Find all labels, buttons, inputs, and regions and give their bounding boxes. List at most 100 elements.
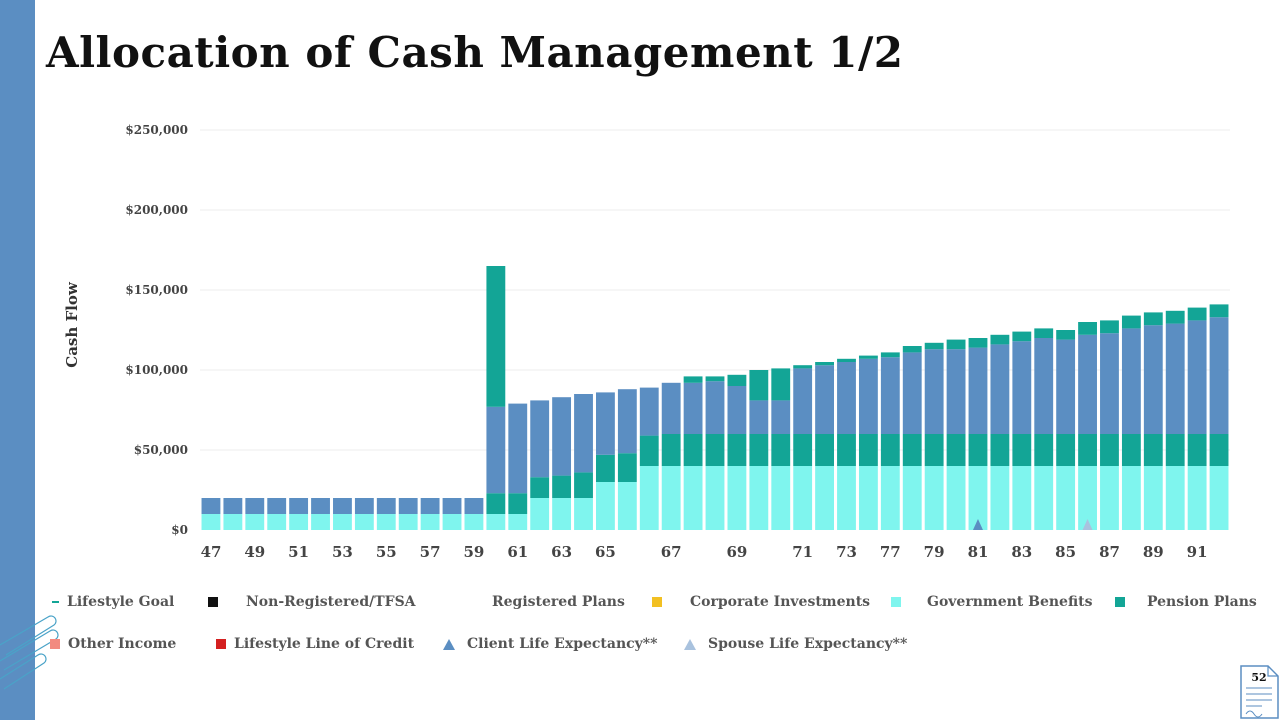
- bar-segment: [1012, 434, 1032, 466]
- x-tick-label: 71: [792, 543, 813, 561]
- bar-segment: [596, 392, 615, 455]
- bar-segment: [858, 434, 878, 466]
- bar-segment: [1034, 434, 1054, 466]
- bar-segment: [1056, 466, 1076, 530]
- square-icon: [216, 639, 226, 649]
- bar-segment: [486, 266, 506, 407]
- x-tick-label: 57: [420, 543, 441, 561]
- bar-segment: [1056, 434, 1076, 466]
- bar-segment: [749, 434, 769, 466]
- decorative-lines-icon: [0, 615, 59, 690]
- page-number: 52: [1251, 671, 1267, 684]
- bar-segment: [902, 352, 922, 434]
- bar-segment: [574, 472, 593, 498]
- legend-label: Client Life Expectancy**: [467, 636, 658, 652]
- x-tick-label: 67: [661, 543, 682, 561]
- bar-segment: [727, 386, 747, 434]
- bar-segment: [1012, 331, 1032, 342]
- bar-segment: [858, 355, 878, 359]
- bar-segment: [1121, 466, 1141, 530]
- bar-segment: [880, 466, 900, 530]
- bar-segment: [1121, 328, 1141, 434]
- legend-other-income: Other Income: [50, 636, 176, 652]
- bar-segment: [661, 434, 681, 466]
- legend-lifestyle-line-of-credit: Lifestyle Line of Credit: [216, 636, 414, 652]
- square-icon: [891, 597, 901, 607]
- x-tick-label: 49: [244, 543, 265, 561]
- legend-client-life-expectancy: Client Life Expectancy**: [443, 636, 657, 652]
- bar-segment: [552, 498, 572, 530]
- bar-segment: [574, 498, 593, 530]
- bar-segment: [661, 466, 681, 530]
- square-icon: [652, 597, 662, 607]
- x-tick-label: 69: [726, 543, 747, 561]
- bar-segment: [749, 466, 769, 530]
- bar-segment: [1012, 466, 1032, 530]
- square-icon: [1115, 597, 1125, 607]
- bar-segment: [530, 477, 550, 498]
- bar-segment: [333, 514, 352, 530]
- bar-segment: [946, 349, 966, 434]
- x-tick-label: 47: [201, 543, 222, 561]
- legend-label: Non-Registered/TFSA: [246, 594, 416, 610]
- bar-segment: [990, 344, 1010, 434]
- bar-segment: [1121, 434, 1141, 466]
- bar-segment: [617, 453, 637, 482]
- x-tick-label: 89: [1143, 543, 1164, 561]
- bar-segment: [1187, 434, 1207, 466]
- bar-segment: [771, 466, 791, 530]
- bar-segment: [705, 466, 725, 530]
- x-tick-label: 63: [551, 543, 572, 561]
- bar-segment: [486, 514, 506, 530]
- cash-flow-chart: $0 $50,000 $100,000 $150,000 $200,000 $250,00…: [63, 123, 1230, 561]
- bar-segment: [880, 434, 900, 466]
- y-tick-label: $50,000: [134, 443, 188, 457]
- bar-segment: [705, 376, 725, 382]
- x-tick-label: 77: [880, 543, 901, 561]
- bar-segment: [815, 466, 834, 530]
- bar-segment: [289, 498, 309, 514]
- bar-segment: [376, 498, 396, 514]
- bar-segment: [464, 514, 484, 530]
- bar-segment: [552, 475, 572, 498]
- bar-segment: [771, 434, 791, 466]
- bar-segment: [990, 434, 1010, 466]
- bar-segment: [354, 514, 374, 530]
- x-tick-label: 83: [1011, 543, 1032, 561]
- bar-segment: [201, 514, 221, 530]
- bar-segment: [464, 498, 484, 514]
- x-tick-label: 55: [376, 543, 397, 561]
- bar-segment: [793, 466, 813, 530]
- bar-segment: [1034, 328, 1054, 338]
- bar-segment: [1165, 323, 1185, 434]
- bar-segment: [1078, 466, 1097, 530]
- legend-label: Government Benefits: [927, 594, 1093, 610]
- bar-segment: [946, 466, 966, 530]
- bar-segment: [815, 365, 834, 434]
- page-title: Allocation of Cash Management 1/2: [46, 28, 904, 77]
- legend-label: Lifestyle Goal: [67, 594, 175, 610]
- x-tick-label: 53: [332, 543, 353, 561]
- x-tick-label: 51: [288, 543, 309, 561]
- bar-segment: [1143, 434, 1163, 466]
- bar-segment: [837, 434, 856, 466]
- bar-segment: [1209, 434, 1229, 466]
- bar-segment: [968, 466, 988, 530]
- bar-segment: [1187, 466, 1207, 530]
- bar-segment: [880, 352, 900, 358]
- bar-segment: [245, 498, 265, 514]
- bar-segment: [333, 498, 352, 514]
- x-tick-label: 85: [1055, 543, 1076, 561]
- bar-segment: [530, 400, 550, 478]
- bar-segment: [267, 498, 287, 514]
- bar-segment: [311, 514, 330, 530]
- bar-segment: [1209, 304, 1229, 318]
- x-tick-label: 87: [1099, 543, 1120, 561]
- y-axis-label: Cash Flow: [63, 281, 81, 368]
- bar-segment: [902, 466, 922, 530]
- document-page-icon: [1240, 665, 1279, 719]
- bar-segment: [1209, 466, 1229, 530]
- bar-segment: [420, 514, 440, 530]
- y-tick-label: $100,000: [125, 363, 188, 377]
- bar-segment: [530, 498, 550, 530]
